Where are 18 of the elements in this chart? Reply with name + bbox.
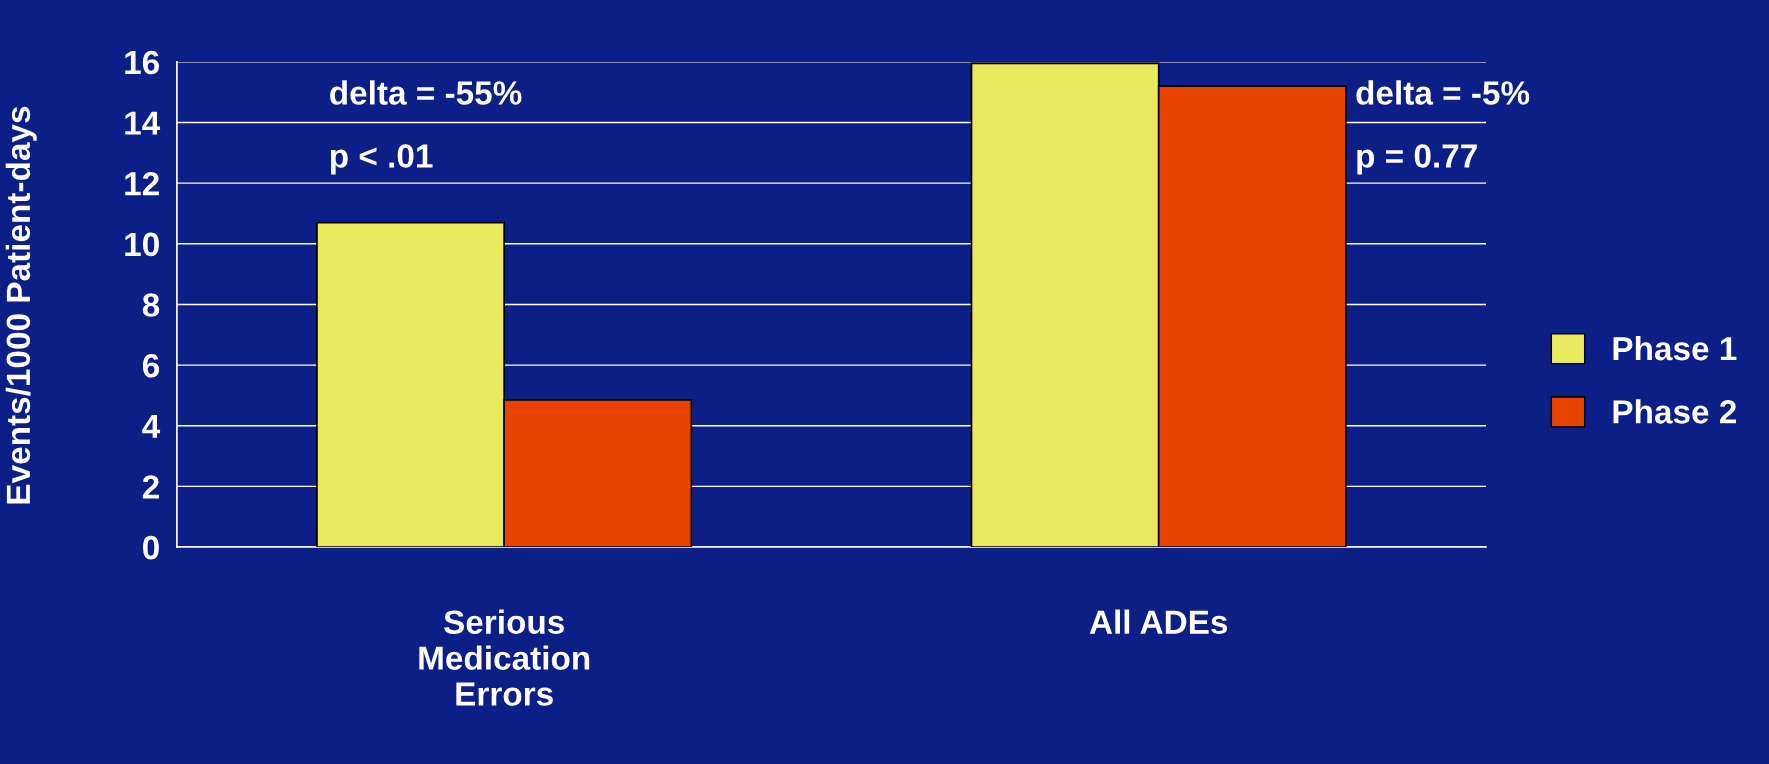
legend-label: Phase 1 — [1613, 335, 1737, 361]
y-tick-label: 14 — [125, 111, 161, 135]
annotation: delta = -5% — [1356, 80, 1530, 105]
y-axis-title: Events/1000 Patient-days — [5, 106, 37, 504]
annotation: p = 0.77 — [1357, 144, 1477, 175]
y-tick-label: 2 — [142, 475, 159, 499]
y-tick-label: 16 — [125, 50, 160, 75]
y-tick-label: 6 — [142, 353, 160, 378]
y-tick-label: 8 — [142, 293, 160, 317]
y-tick-label: 4 — [142, 414, 161, 438]
annotation: p < .01 — [330, 144, 433, 175]
y-tick-label: 10 — [125, 232, 159, 257]
x-tick-label: Serious Medication Errors — [419, 609, 590, 706]
y-tick-label: 12 — [125, 171, 159, 196]
y-tick-label: 0 — [143, 535, 159, 560]
annotation: delta = -55% — [330, 80, 522, 105]
x-tick-label: All ADEs — [1089, 609, 1228, 635]
legend-label: Phase 2 — [1613, 399, 1737, 424]
